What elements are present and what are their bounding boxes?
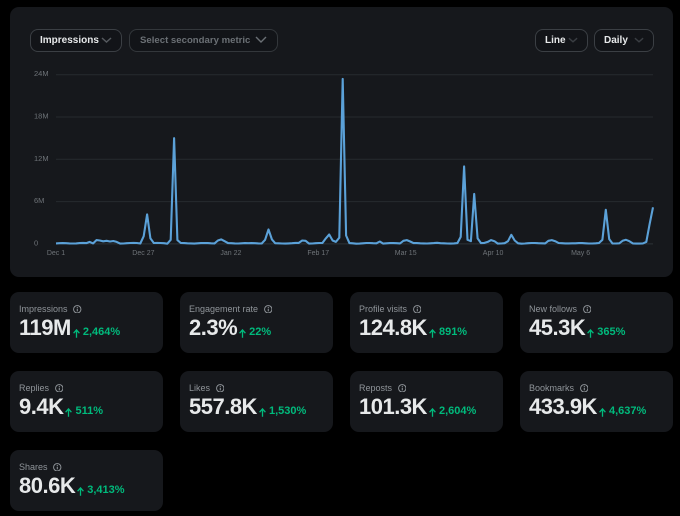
svg-text:May 6: May 6 [571, 250, 590, 257]
svg-text:18M: 18M [34, 112, 49, 121]
svg-text:6M: 6M [34, 196, 44, 205]
svg-text:0: 0 [34, 238, 38, 247]
svg-text:Jan 22: Jan 22 [220, 250, 241, 257]
svg-text:24M: 24M [34, 69, 49, 78]
svg-text:Dec 1: Dec 1 [47, 250, 65, 257]
svg-text:Mar 15: Mar 15 [395, 250, 417, 257]
svg-text:Apr 10: Apr 10 [483, 250, 504, 257]
svg-text:Dec 27: Dec 27 [132, 250, 154, 257]
svg-text:Feb 17: Feb 17 [307, 250, 329, 257]
svg-text:12M: 12M [34, 154, 49, 163]
